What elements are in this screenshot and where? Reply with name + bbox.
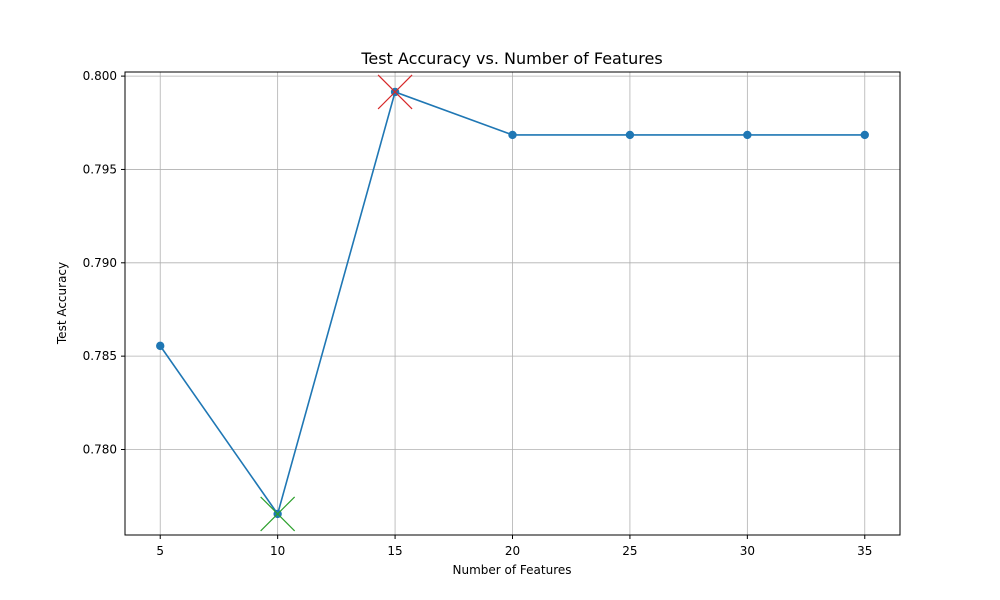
y-axis-ticks: 0.780 0.785 0.790 0.795 0.800 — [83, 69, 125, 456]
y-tick-label: 0.800 — [83, 69, 117, 83]
x-tick-label: 25 — [622, 544, 637, 558]
minimum-x-marker — [260, 496, 296, 532]
y-tick-label: 0.790 — [83, 256, 117, 270]
x-axis-label: Number of Features — [453, 563, 572, 577]
y-tick-label: 0.795 — [83, 162, 117, 176]
grid — [125, 72, 900, 535]
x-tick-label: 20 — [505, 544, 520, 558]
x-marker-stroke — [377, 74, 413, 110]
y-tick-label: 0.785 — [83, 349, 117, 363]
highlight-layer — [260, 74, 413, 532]
x-axis-ticks: 5 10 15 20 25 30 35 — [156, 535, 872, 558]
x-tick-label: 5 — [156, 544, 164, 558]
x-marker-stroke — [260, 496, 296, 532]
data-point — [156, 341, 165, 351]
chart-title: Test Accuracy vs. Number of Features — [360, 49, 662, 68]
x-tick-label: 30 — [740, 544, 755, 558]
data-point — [860, 130, 869, 140]
data-point — [508, 130, 517, 140]
data-point — [625, 130, 635, 140]
maximum-x-marker — [377, 74, 413, 110]
y-axis-label: Test Accuracy — [55, 262, 69, 345]
x-tick-label: 10 — [270, 544, 285, 558]
data-point — [743, 130, 752, 140]
x-tick-label: 15 — [387, 544, 402, 558]
plot-area-frame — [124, 71, 901, 536]
y-tick-label: 0.780 — [83, 442, 117, 456]
x-tick-label: 35 — [857, 544, 872, 558]
